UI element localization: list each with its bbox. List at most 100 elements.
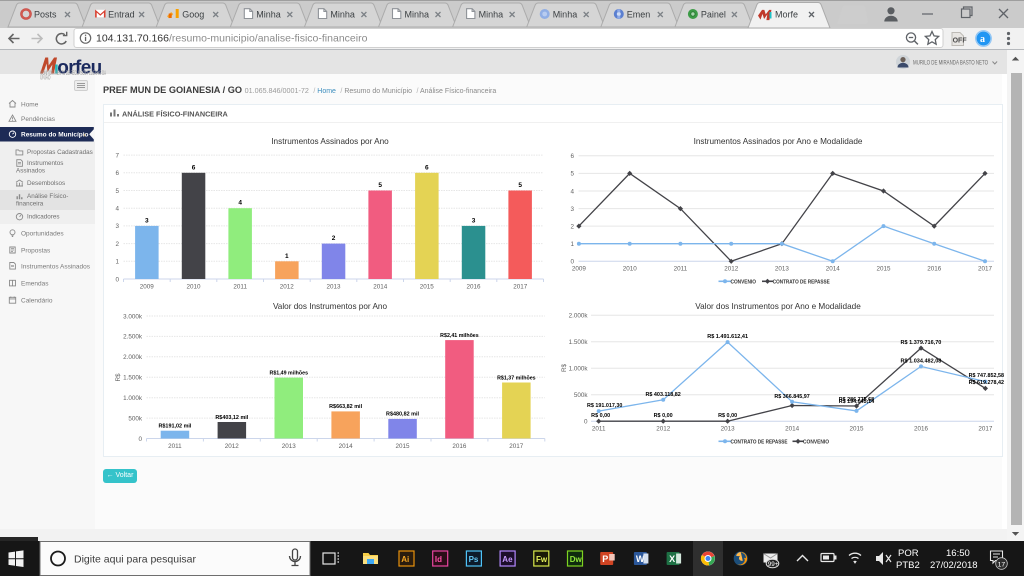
svg-text:Home: Home (21, 101, 39, 108)
svg-text:0: 0 (115, 276, 119, 283)
svg-text:500k: 500k (574, 392, 589, 399)
svg-text:W: W (636, 554, 645, 564)
svg-text:2017: 2017 (978, 266, 993, 273)
svg-text:2009: 2009 (140, 284, 155, 291)
svg-text:16:50: 16:50 (946, 548, 970, 559)
svg-text:R$ 747.852,58: R$ 747.852,58 (969, 373, 1004, 379)
svg-text:2013: 2013 (282, 443, 297, 450)
svg-text:Digite aqui para pesquisar: Digite aqui para pesquisar (74, 554, 196, 566)
svg-text:4: 4 (115, 206, 119, 213)
svg-text:Propostas Cadastradas: Propostas Cadastradas (27, 149, 93, 156)
svg-text:Assinados: Assinados (16, 168, 45, 175)
svg-text:Minha: Minha (256, 10, 281, 20)
svg-text:3.000k: 3.000k (123, 313, 143, 320)
svg-text:Ae: Ae (502, 555, 513, 564)
svg-text:2010: 2010 (623, 266, 638, 273)
svg-text:0: 0 (138, 436, 142, 443)
svg-text:2011: 2011 (674, 266, 688, 273)
svg-text:R$191,02 mil: R$191,02 mil (158, 424, 192, 430)
svg-text:17: 17 (998, 561, 1006, 568)
svg-text:6: 6 (425, 164, 429, 171)
svg-text:3: 3 (115, 223, 119, 230)
svg-text:2012: 2012 (225, 443, 240, 450)
svg-text:2014: 2014 (826, 266, 841, 273)
svg-text:1: 1 (115, 259, 119, 266)
svg-text:5: 5 (570, 171, 574, 178)
svg-text:5: 5 (115, 188, 119, 195)
svg-text:2010: 2010 (186, 284, 201, 291)
svg-text:Dw: Dw (570, 555, 583, 564)
svg-text:Emendas: Emendas (21, 280, 49, 287)
svg-text:2011: 2011 (592, 426, 606, 433)
svg-text:2: 2 (332, 235, 336, 242)
svg-text:Entrad: Entrad (108, 10, 135, 20)
svg-text:R$480,82 mil: R$480,82 mil (386, 412, 420, 418)
svg-text:2: 2 (570, 223, 574, 230)
svg-text:R$ 191.017,30: R$ 191.017,30 (587, 403, 622, 409)
svg-text:6: 6 (192, 164, 196, 171)
svg-text:CONVENIO: CONVENIO (731, 280, 756, 286)
svg-text:R$: R$ (115, 373, 122, 382)
svg-text:2016: 2016 (927, 266, 942, 273)
svg-text:R$ 0,00: R$ 0,00 (654, 413, 673, 419)
svg-text:2017: 2017 (513, 284, 528, 291)
svg-text:R$ 619.278,42: R$ 619.278,42 (969, 380, 1004, 386)
svg-text:4: 4 (238, 200, 242, 207)
svg-text:Pendências: Pendências (21, 116, 56, 123)
svg-text:2016: 2016 (452, 443, 467, 450)
svg-text:Calendário: Calendário (21, 297, 53, 304)
svg-text:R$ 0,00: R$ 0,00 (591, 413, 610, 419)
svg-text:2.000k: 2.000k (569, 313, 589, 320)
svg-text:4: 4 (570, 188, 574, 195)
svg-text:Posts: Posts (34, 10, 57, 20)
svg-text:27/02/2018: 27/02/2018 (930, 560, 978, 571)
svg-text:2015: 2015 (849, 426, 864, 433)
svg-text:3: 3 (472, 217, 476, 224)
svg-text:2009: 2009 (572, 266, 587, 273)
svg-text:0: 0 (584, 419, 588, 426)
svg-text:Desembolsos: Desembolsos (27, 180, 65, 187)
svg-text:Minha: Minha (479, 10, 504, 20)
svg-text:Resumo do Município: Resumo do Município (21, 132, 89, 139)
svg-text:2013: 2013 (721, 426, 736, 433)
svg-text:1: 1 (570, 241, 574, 248)
svg-text:104.131.70.166/resumo-municipi: 104.131.70.166/resumo-municipio/analise-… (96, 33, 368, 45)
svg-text:2011: 2011 (168, 443, 182, 450)
svg-text:6: 6 (115, 170, 119, 177)
svg-text:Propostas: Propostas (21, 247, 51, 254)
svg-text:2017: 2017 (978, 426, 993, 433)
svg-text:CONVENIO: CONVENIO (803, 440, 829, 446)
svg-text:R$ 1.491.612,41: R$ 1.491.612,41 (707, 334, 748, 340)
svg-text:2014: 2014 (339, 443, 354, 450)
svg-text:2: 2 (115, 241, 119, 248)
svg-text:ANÁLISE FÍSICO-FINANCEIRA: ANÁLISE FÍSICO-FINANCEIRA (122, 110, 229, 119)
svg-text:3: 3 (570, 206, 574, 213)
svg-text:Ps: Ps (469, 555, 479, 564)
svg-text:R$ 1.379.716,70: R$ 1.379.716,70 (901, 340, 942, 346)
svg-text:POR: POR (898, 548, 919, 559)
svg-text:R$1,49 milhões: R$1,49 milhões (270, 370, 309, 376)
svg-text:R$ 194.045,14: R$ 194.045,14 (839, 399, 874, 405)
svg-text:Ai: Ai (401, 555, 409, 564)
svg-text:5: 5 (518, 182, 522, 189)
svg-text:R$663,82 mil: R$663,82 mil (329, 404, 363, 410)
svg-text:OFF: OFF (953, 38, 968, 45)
svg-text:‹: ‹ (84, 132, 87, 139)
svg-text:P: P (602, 554, 608, 564)
svg-text:Minha: Minha (330, 10, 355, 20)
svg-text:R$ 286.775,68: R$ 286.775,68 (839, 397, 874, 403)
svg-text:R$ 366.845,97: R$ 366.845,97 (774, 394, 809, 400)
svg-text:2014: 2014 (785, 426, 800, 433)
svg-text:CONTRATO DE REPASSE: CONTRATO DE REPASSE (731, 440, 788, 446)
svg-text:1.000k: 1.000k (123, 395, 143, 402)
svg-text:PTB2: PTB2 (896, 560, 920, 571)
svg-text:Emen: Emen (627, 10, 651, 20)
svg-text:7: 7 (115, 152, 119, 159)
svg-text:financeira: financeira (16, 201, 44, 208)
svg-text:Painel: Painel (701, 10, 726, 20)
svg-text:2013: 2013 (775, 266, 790, 273)
svg-text:2012: 2012 (656, 426, 671, 433)
svg-text:R$1,37 milhões: R$1,37 milhões (497, 375, 536, 381)
svg-text:R$2,41 milhões: R$2,41 milhões (440, 333, 479, 339)
svg-text:orfeu: orfeu (57, 58, 102, 79)
